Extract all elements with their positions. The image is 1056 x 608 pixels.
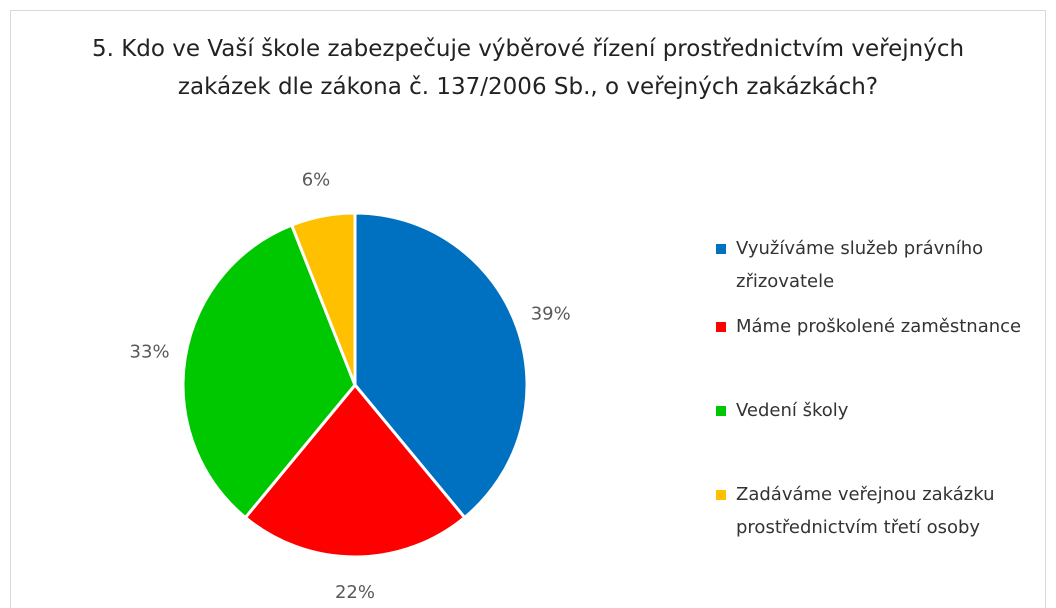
data-label: 6% xyxy=(302,170,331,191)
legend-item: Využíváme služeb právního zřizovatele xyxy=(716,232,1036,298)
pie-slice xyxy=(181,223,357,520)
legend-swatch xyxy=(716,406,726,416)
pie-slice xyxy=(289,211,357,386)
legend-swatch xyxy=(716,322,726,332)
legend-label: Zadáváme veřejnou zakázku prostřednictví… xyxy=(736,484,995,538)
legend-label: Máme proškolené zaměstnance xyxy=(736,316,1022,337)
legend-label: Vedení školy xyxy=(736,400,849,421)
pie-slice xyxy=(243,382,467,559)
chart-frame xyxy=(10,10,1046,608)
legend-item: Zadáváme veřejnou zakázku prostřednictví… xyxy=(716,478,1036,544)
legend-swatch xyxy=(716,490,726,500)
legend-item: Máme proškolené zaměstnance xyxy=(716,310,1036,343)
data-label: 22% xyxy=(335,582,375,603)
data-label: 39% xyxy=(531,304,571,325)
data-label: 33% xyxy=(130,341,170,362)
chart-title: 5. Kdo ve Vaší škole zabezpečuje výběrov… xyxy=(91,36,965,100)
legend-item: Vedení školy xyxy=(716,394,1036,427)
legend-label: Využíváme služeb právního zřizovatele xyxy=(736,238,984,292)
legend-swatch xyxy=(716,244,726,254)
pie-slice xyxy=(353,211,529,520)
